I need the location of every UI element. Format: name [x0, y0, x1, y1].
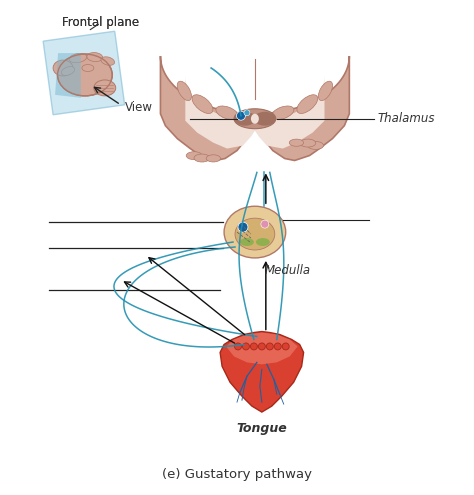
Ellipse shape — [216, 106, 238, 119]
Ellipse shape — [82, 64, 94, 71]
Ellipse shape — [234, 109, 276, 129]
Text: Frontal plane: Frontal plane — [62, 16, 139, 30]
Ellipse shape — [101, 57, 115, 65]
Polygon shape — [220, 332, 304, 412]
Text: Thalamus: Thalamus — [377, 112, 435, 125]
Polygon shape — [185, 76, 325, 148]
Ellipse shape — [69, 53, 87, 63]
Text: Tongue: Tongue — [237, 422, 287, 435]
Circle shape — [274, 343, 281, 350]
Ellipse shape — [53, 60, 73, 76]
Ellipse shape — [186, 151, 202, 160]
Text: Medulla: Medulla — [265, 264, 311, 277]
Ellipse shape — [235, 218, 275, 250]
Circle shape — [261, 220, 269, 228]
Ellipse shape — [251, 114, 259, 124]
Ellipse shape — [177, 81, 191, 100]
Circle shape — [258, 343, 265, 350]
Ellipse shape — [300, 139, 316, 147]
Circle shape — [243, 343, 249, 350]
Circle shape — [282, 343, 289, 350]
Ellipse shape — [252, 110, 272, 120]
Ellipse shape — [238, 110, 257, 120]
Ellipse shape — [224, 206, 286, 258]
Ellipse shape — [308, 142, 324, 149]
Ellipse shape — [206, 155, 220, 162]
Text: (e) Gustatory pathway: (e) Gustatory pathway — [162, 468, 312, 481]
Circle shape — [237, 111, 246, 120]
Circle shape — [238, 222, 248, 232]
Circle shape — [266, 343, 273, 350]
Ellipse shape — [240, 238, 254, 246]
Ellipse shape — [297, 95, 318, 113]
Ellipse shape — [256, 238, 270, 246]
Ellipse shape — [192, 95, 213, 113]
Text: Frontal plane: Frontal plane — [62, 16, 139, 29]
Polygon shape — [43, 31, 125, 115]
Ellipse shape — [254, 112, 276, 126]
Polygon shape — [161, 56, 349, 160]
Polygon shape — [55, 53, 81, 98]
Ellipse shape — [234, 112, 256, 126]
Ellipse shape — [94, 80, 116, 96]
Ellipse shape — [61, 66, 75, 75]
Ellipse shape — [87, 52, 103, 61]
Ellipse shape — [319, 81, 333, 100]
Ellipse shape — [57, 54, 112, 96]
Ellipse shape — [194, 154, 210, 162]
Polygon shape — [226, 333, 298, 364]
Text: View: View — [125, 101, 153, 114]
Ellipse shape — [272, 106, 294, 119]
Circle shape — [244, 110, 250, 116]
Circle shape — [235, 343, 241, 350]
Circle shape — [250, 343, 257, 350]
Ellipse shape — [289, 139, 303, 147]
